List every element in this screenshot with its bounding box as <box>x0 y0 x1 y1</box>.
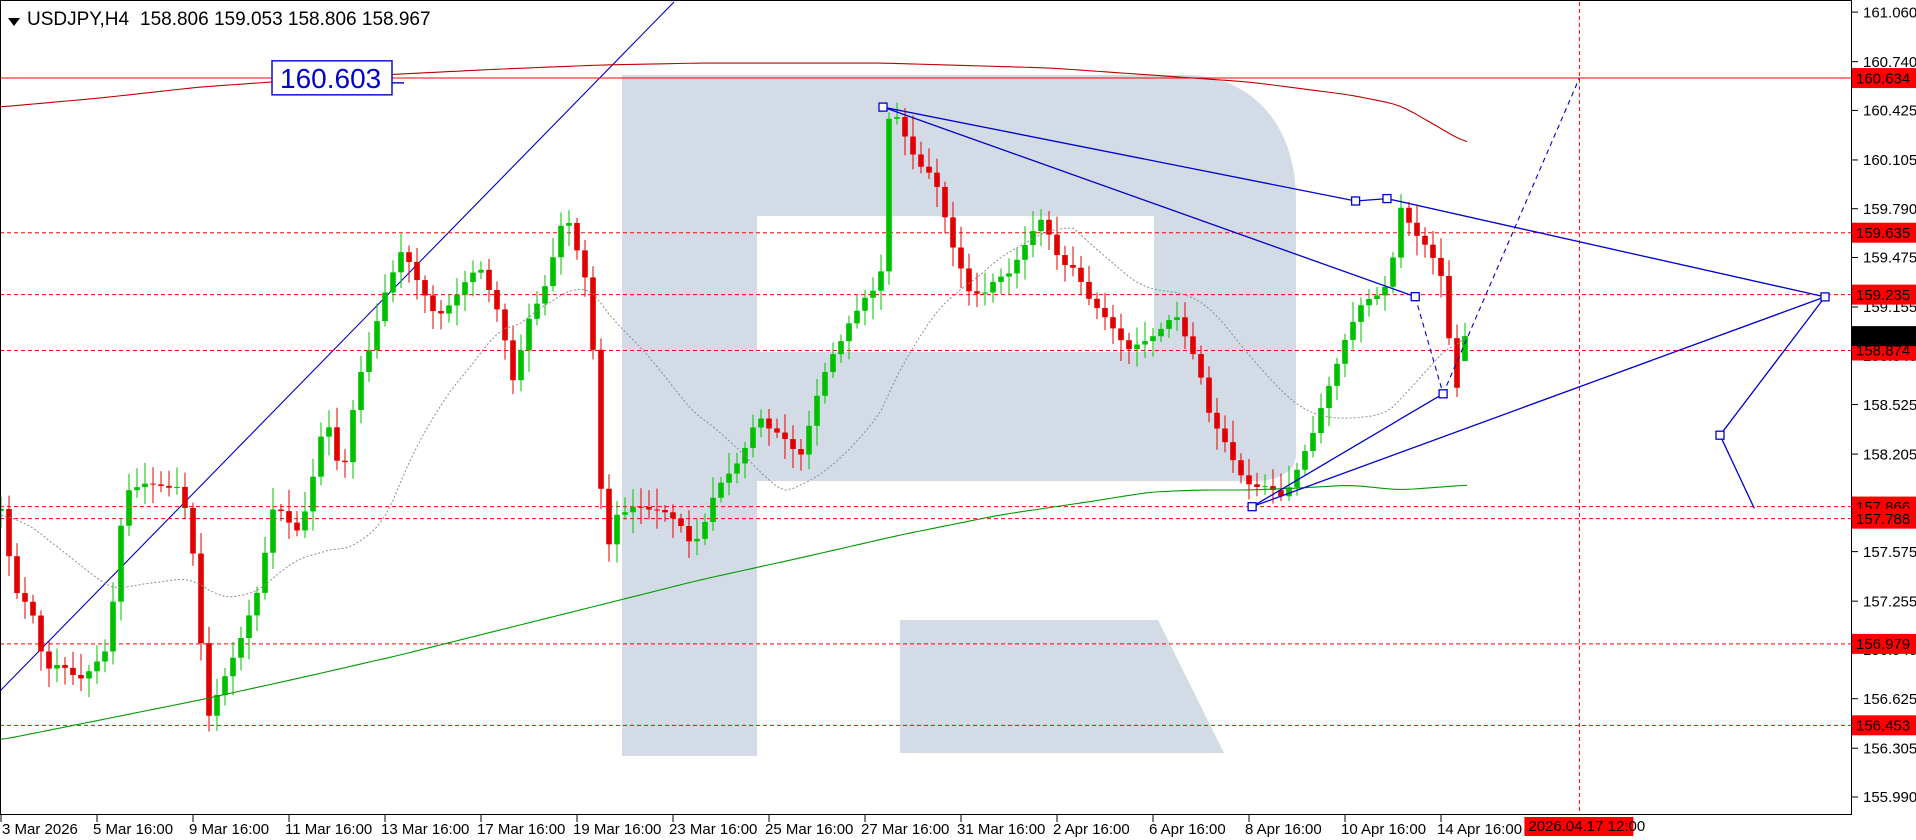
svg-text:156.453: 156.453 <box>1856 718 1910 735</box>
svg-text:156.979: 156.979 <box>1856 636 1910 653</box>
svg-text:158.806 159.053 158.806 158.96: 158.806 159.053 158.806 158.967 <box>140 9 431 30</box>
svg-text:19 Mar 16:00: 19 Mar 16:00 <box>573 821 661 838</box>
svg-text:158.525: 158.525 <box>1863 397 1916 414</box>
svg-text:159.235: 159.235 <box>1856 287 1910 304</box>
svg-text:160.634: 160.634 <box>1856 70 1910 87</box>
svg-text:27 Mar 16:00: 27 Mar 16:00 <box>861 821 949 838</box>
svg-text:157.788: 157.788 <box>1856 511 1910 528</box>
svg-text:13 Mar 16:00: 13 Mar 16:00 <box>381 821 469 838</box>
svg-text:159.790: 159.790 <box>1863 201 1916 218</box>
svg-text:158.205: 158.205 <box>1863 446 1916 463</box>
svg-text:159.635: 159.635 <box>1856 225 1910 242</box>
svg-text:159.475: 159.475 <box>1863 250 1916 267</box>
svg-text:156.305: 156.305 <box>1863 740 1916 757</box>
svg-text:17 Mar 16:00: 17 Mar 16:00 <box>477 821 565 838</box>
svg-text:31 Mar 16:00: 31 Mar 16:00 <box>957 821 1045 838</box>
svg-text:156.625: 156.625 <box>1863 691 1916 708</box>
svg-text:155.990: 155.990 <box>1863 789 1916 806</box>
svg-text:158.967: 158.967 <box>1856 328 1910 345</box>
svg-text:2026.04.17 12:00: 2026.04.17 12:00 <box>1528 818 1645 835</box>
svg-text:160.425: 160.425 <box>1863 103 1916 120</box>
svg-text:161.060: 161.060 <box>1863 4 1916 21</box>
svg-text:10 Apr 16:00: 10 Apr 16:00 <box>1341 821 1426 838</box>
svg-text:157.575: 157.575 <box>1863 544 1916 561</box>
svg-text:2 Apr 16:00: 2 Apr 16:00 <box>1053 821 1130 838</box>
svg-text:6 Apr 16:00: 6 Apr 16:00 <box>1149 821 1226 838</box>
svg-text:11 Mar 16:00: 11 Mar 16:00 <box>285 821 372 838</box>
svg-text:25 Mar 16:00: 25 Mar 16:00 <box>765 821 853 838</box>
svg-text:23 Mar 16:00: 23 Mar 16:00 <box>669 821 757 838</box>
svg-text:14 Apr 16:00: 14 Apr 16:00 <box>1437 821 1522 838</box>
svg-text:USDJPY,H4: USDJPY,H4 <box>27 9 130 30</box>
svg-text:9 Mar 16:00: 9 Mar 16:00 <box>189 821 269 838</box>
svg-text:3 Mar 2026: 3 Mar 2026 <box>2 821 78 838</box>
svg-text:160.603: 160.603 <box>280 63 381 94</box>
svg-text:8 Apr 16:00: 8 Apr 16:00 <box>1245 821 1322 838</box>
svg-text:160.105: 160.105 <box>1863 152 1916 169</box>
svg-text:157.255: 157.255 <box>1863 593 1916 610</box>
svg-text:5 Mar 16:00: 5 Mar 16:00 <box>93 821 173 838</box>
